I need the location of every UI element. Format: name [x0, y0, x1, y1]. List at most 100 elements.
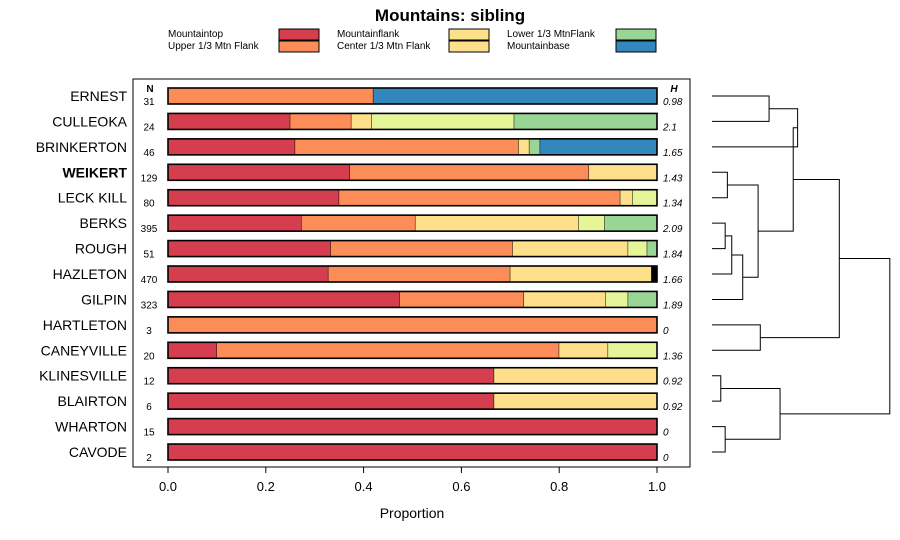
dendrogram-branch-14 — [780, 258, 891, 415]
bar-segment-blairton-2 — [494, 393, 657, 410]
h-value-leck-kill: 1.34 — [663, 199, 683, 210]
dendrogram-branch-6 — [712, 254, 744, 300]
row-wharton: WHARTON 15 0 — [55, 417, 669, 439]
n-column-header: N — [146, 84, 153, 95]
bar-segment-hazleton-2 — [510, 266, 652, 283]
bar-segment-brinkerton-4 — [529, 138, 541, 155]
row-leck-kill: LECK KILL 80 1.34 — [58, 188, 683, 210]
bar-segment-culleoka-3 — [371, 113, 515, 130]
bar-segment-wharton-0 — [168, 418, 657, 435]
h-value-hartleton: 0 — [663, 326, 669, 337]
row-label-weikert: WEIKERT — [62, 164, 127, 180]
bar-segment-brinkerton-0 — [168, 138, 296, 155]
bar-segment-hartleton-1 — [168, 316, 657, 333]
row-label-cavode: CAVODE — [69, 444, 127, 460]
row-label-blairton: BLAIRTON — [57, 393, 127, 409]
bar-outline-gilpin — [167, 290, 658, 309]
row-caneyville: CANEYVILLE 20 1.36 — [41, 341, 683, 362]
legend-swatch-center-1-3-mtn-flank — [448, 40, 490, 53]
row-label-brinkerton: BRINKERTON — [36, 139, 127, 155]
row-berks: BERKS 395 2.09 — [80, 214, 683, 235]
bar-outline-berks — [167, 214, 658, 232]
legend-swatch-mountaintop — [278, 28, 320, 41]
n-value-wharton: 15 — [143, 428, 155, 439]
n-value-caneyville: 20 — [143, 351, 155, 362]
n-value-brinkerton: 46 — [143, 148, 155, 159]
bar-outline-culleoka — [167, 112, 658, 131]
legend-label-mountaintop: Mountaintop — [168, 29, 223, 40]
row-label-leck-kill: LECK KILL — [58, 190, 127, 206]
n-value-cavode: 2 — [146, 453, 152, 464]
bar-outline-blairton — [167, 392, 658, 410]
row-label-berks: BERKS — [80, 215, 127, 231]
dendrogram-branch-10 — [760, 178, 840, 339]
legend-swatch-mountainbase — [615, 40, 657, 53]
dendrogram-branch-11 — [712, 375, 722, 402]
row-klinesville: KLINESVILLE 12 0.92 — [39, 366, 683, 388]
bar-segment-berks-4 — [604, 215, 657, 232]
h-value-cavode: 0 — [663, 453, 669, 464]
bar-segment-berks-3 — [578, 215, 605, 232]
row-label-ernest: ERNEST — [70, 88, 127, 104]
dendrogram-branch-12 — [712, 426, 726, 453]
legend-swatch-mountainflank — [448, 28, 490, 41]
h-value-gilpin: 1.89 — [663, 300, 683, 311]
bar-segment-caneyville-3 — [608, 342, 657, 359]
dendrogram-branch-9 — [712, 324, 761, 351]
row-blairton: BLAIRTON 6 0.92 — [57, 392, 683, 413]
n-value-rough: 51 — [143, 250, 155, 261]
x-tick-label: 0.6 — [452, 479, 470, 494]
bar-segment-brinkerton-5 — [540, 138, 657, 155]
h-value-berks: 2.09 — [662, 224, 683, 235]
bar-segment-caneyville-0 — [168, 342, 217, 359]
bar-segment-brinkerton-1 — [295, 138, 519, 155]
row-label-rough: ROUGH — [75, 241, 127, 257]
bar-segment-weikert-1 — [349, 164, 590, 181]
row-hartleton: HARTLETON 3 0 — [43, 316, 669, 337]
dendrogram-branch-13 — [720, 387, 781, 440]
bar-segment-gilpin-3 — [605, 291, 629, 308]
bar-outline-hazleton — [167, 265, 658, 283]
dendrogram-branch-3 — [712, 171, 728, 199]
bar-outline-leck-kill — [167, 188, 658, 207]
legend-swatch-lower-1-3-mtnflank — [615, 28, 657, 41]
bar-segment-weikert-2 — [589, 164, 657, 181]
bar-segment-culleoka-0 — [168, 113, 291, 130]
dendrogram-branch-2 — [712, 108, 799, 148]
bar-segment-klinesville-0 — [168, 367, 495, 384]
h-value-hazleton: 1.66 — [663, 275, 683, 286]
row-label-hazleton: HAZLETON — [53, 266, 127, 282]
bar-outline-hartleton — [167, 316, 658, 334]
row-ernest: ERNEST 31 0.98 — [70, 87, 683, 108]
bar-segment-gilpin-4 — [628, 291, 657, 308]
n-value-gilpin: 323 — [141, 300, 158, 311]
bar-segment-hazleton-1 — [328, 266, 511, 283]
bar-outline-caneyville — [167, 341, 658, 360]
bar-segment-klinesville-2 — [494, 367, 657, 384]
row-label-gilpin: GILPIN — [81, 291, 127, 307]
bar-segment-culleoka-4 — [514, 113, 657, 130]
bar-segment-leck-kill-1 — [339, 189, 621, 206]
h-value-ernest: 0.98 — [663, 97, 683, 108]
n-value-culleoka: 24 — [143, 122, 155, 133]
n-value-berks: 395 — [141, 224, 158, 235]
legend-label-center-1-3-mtn-flank: Center 1/3 Mtn Flank — [337, 41, 431, 52]
bar-outline-ernest — [167, 87, 658, 105]
bar-segment-cavode-0 — [168, 444, 657, 461]
bar-segment-blairton-0 — [168, 393, 495, 410]
bar-segment-hazleton-6 — [651, 266, 657, 283]
h-value-caneyville: 1.36 — [663, 351, 683, 362]
legend-label-mountainflank: Mountainflank — [337, 29, 400, 40]
n-value-klinesville: 12 — [143, 377, 155, 388]
bar-segment-culleoka-2 — [351, 113, 372, 130]
x-tick-label: 0.0 — [159, 479, 177, 494]
bar-segment-leck-kill-3 — [632, 189, 657, 206]
x-tick-label: 0.4 — [355, 479, 373, 494]
dendrogram-branch-4 — [712, 222, 726, 250]
plot-frame — [132, 78, 691, 468]
bar-segment-rough-4 — [647, 240, 657, 257]
h-value-wharton: 0 — [663, 428, 669, 439]
h-value-culleoka: 2.1 — [662, 122, 677, 133]
